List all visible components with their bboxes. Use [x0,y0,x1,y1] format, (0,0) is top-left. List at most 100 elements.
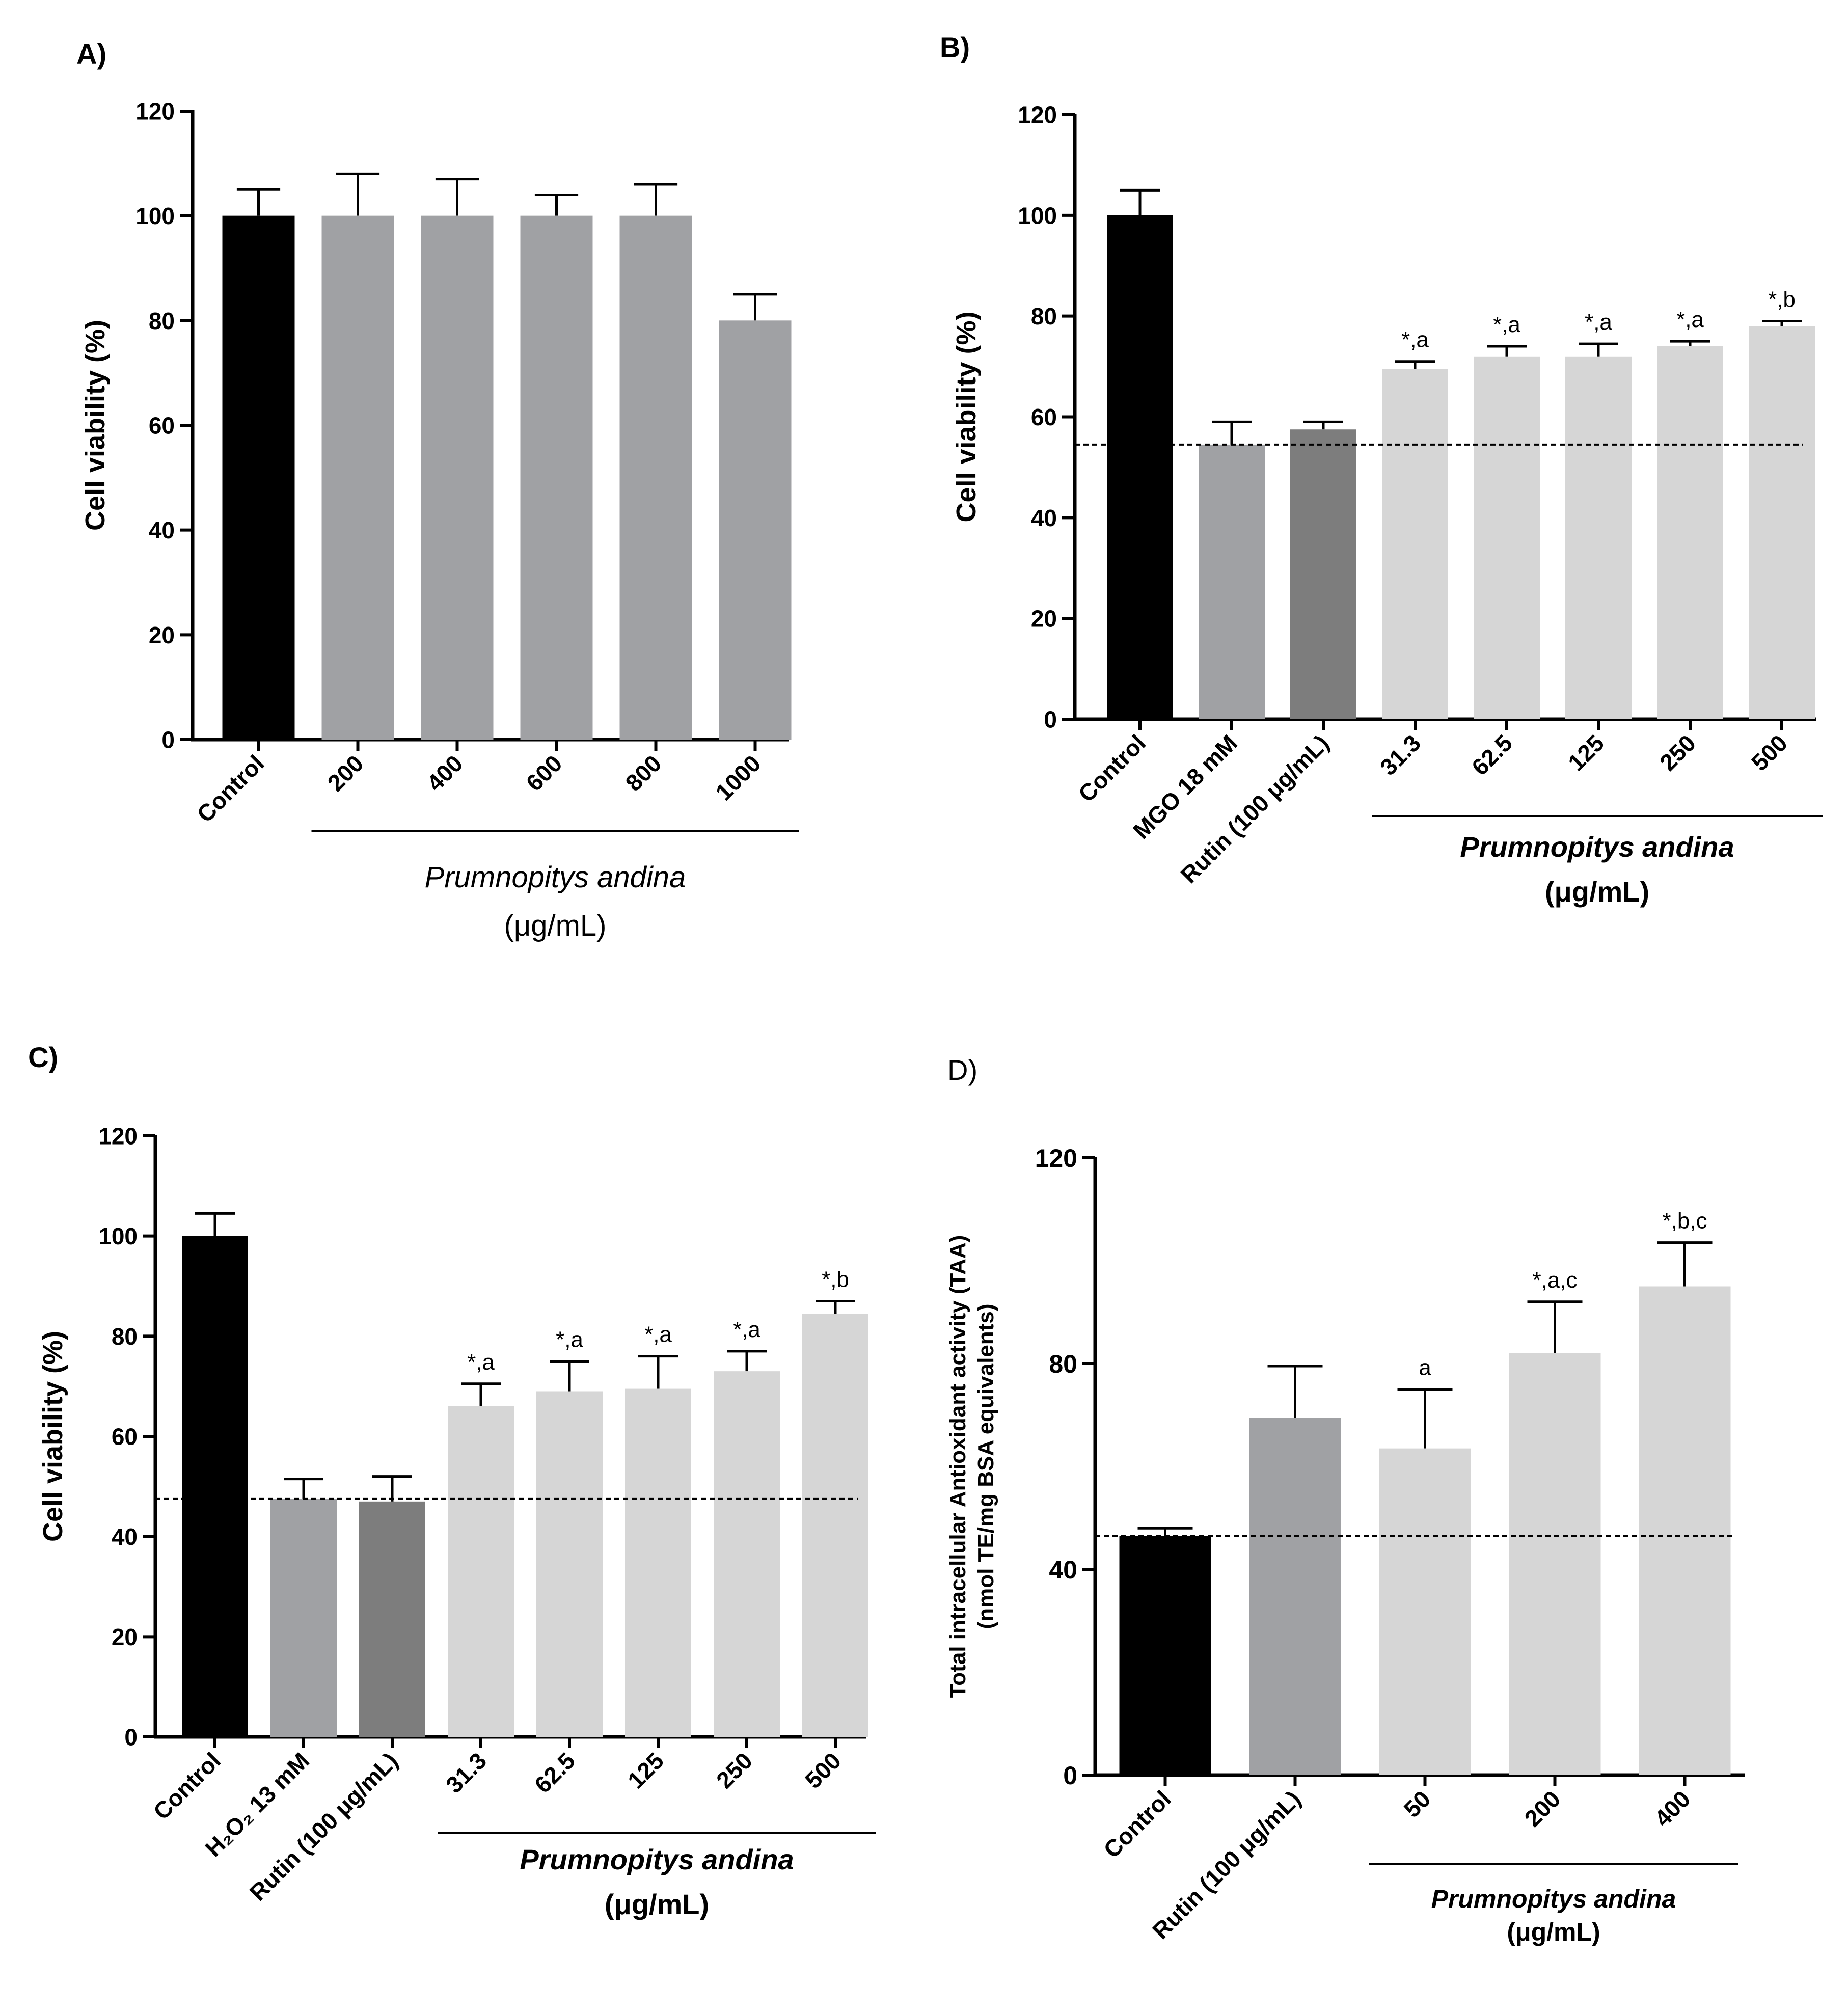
bar [1749,326,1815,719]
bar [619,215,692,740]
significance-label: *,a [644,1322,672,1347]
bar [1657,346,1723,719]
panel-label: D) [947,1054,977,1086]
bar [1382,369,1448,719]
bar [359,1501,425,1737]
panel-label: C) [28,1041,58,1073]
bar [1379,1448,1471,1775]
y-tick-label: 40 [1031,505,1057,531]
y-tick-label: 20 [1031,606,1057,632]
category-label: 250 [1654,729,1701,776]
y-tick-label: 120 [1035,1144,1077,1173]
y-tick-label: 20 [149,622,175,648]
y-tick-label: 40 [112,1523,138,1550]
panel-label: B) [940,31,970,63]
y-tick-label: 0 [124,1724,138,1751]
y-axis-label: Cell viability (%) [38,1331,68,1542]
significance-label: *,a [467,1350,495,1375]
category-label: 400 [422,750,468,796]
y-axis-label: Total intracellular Antioxidant activity… [945,1235,970,1698]
y-tick-label: 40 [149,517,175,543]
group-unit-label: (μg/mL) [605,1888,709,1920]
y-tick-label: 100 [1018,202,1057,229]
y-tick-label: 60 [112,1424,138,1450]
y-tick-label: 80 [112,1323,138,1350]
category-label: 250 [711,1747,757,1793]
bar [520,215,593,740]
bar [222,215,295,740]
y-tick-label: 0 [161,727,175,753]
significance-label: *,b [1768,287,1796,312]
bar [1290,429,1356,719]
category-label: 600 [521,750,567,796]
category-label: 31.3 [1375,729,1426,780]
bar [1639,1286,1731,1775]
category-label: Control [148,1747,226,1824]
bar [625,1388,691,1737]
y-tick-label: 60 [1031,404,1057,430]
bar [182,1236,248,1737]
significance-label: *,a [1676,307,1704,332]
y-tick-label: 60 [149,413,175,439]
bar [536,1391,603,1737]
bar [714,1371,780,1737]
bar [1249,1418,1341,1775]
group-label: Prumnopitys andina [520,1843,794,1875]
significance-label: *,a,c [1532,1268,1577,1293]
category-label: 125 [622,1747,669,1793]
bar [448,1406,514,1737]
y-tick-label: 120 [1018,102,1057,128]
category-label: Control [192,750,269,827]
category-label: 500 [1746,729,1792,776]
group-label: Prumnopitys andina [1431,1885,1676,1913]
y-axis-label: Cell viability (%) [951,311,982,522]
panel-c: C) 0 20 40 60 80 100 120 Cell viability (%) Contr… [28,1041,876,1920]
category-label: 200 [1519,1785,1566,1832]
group-unit-label: (μg/mL) [504,909,607,942]
y-tick-label: 80 [1049,1350,1077,1378]
category-label: 62.5 [529,1747,580,1798]
category-label: 200 [322,750,369,796]
y-axis-label: Cell viability (%) [80,320,111,531]
significance-label: *,b,c [1662,1209,1707,1234]
y-tick-label: 120 [135,98,175,125]
group-label: Prumnopitys andina [1460,831,1734,863]
y-tick-label: 100 [135,203,175,229]
bar [1119,1536,1211,1775]
bar [1565,356,1632,719]
category-label: 125 [1563,729,1609,776]
category-label: Control [1073,729,1151,807]
significance-label: *,a [556,1327,583,1352]
y-axis-label-units: (nmol TE/mg BSA equivalents) [973,1304,998,1629]
category-label: 400 [1649,1785,1696,1832]
bar [719,320,792,740]
y-tick-label: 80 [149,308,175,334]
y-tick-label: 0 [1044,706,1057,733]
panel-b: B) 0 20 40 60 80 100 120 Cell viability (%) Contr… [940,31,1823,908]
y-tick-label: 20 [112,1624,138,1650]
category-label: 31.3 [441,1747,492,1798]
bar [1509,1353,1601,1775]
bar [421,215,494,740]
category-label: 500 [800,1747,846,1793]
group-unit-label: (μg/mL) [1545,876,1649,908]
significance-label: *,a [1585,310,1612,335]
y-tick-label: 80 [1031,303,1057,330]
panel-label: A) [76,38,106,70]
significance-label: a [1419,1355,1431,1380]
category-label: Control [1098,1785,1176,1863]
bar [270,1499,337,1737]
bar [1107,215,1173,719]
y-tick-label: 0 [1063,1761,1077,1790]
y-tick-label: 40 [1049,1556,1077,1584]
group-label: Prumnopitys andina [425,861,686,894]
significance-label: *,a [733,1317,760,1342]
category-label: 62.5 [1466,729,1517,780]
bar [1199,444,1265,719]
category-label: Rutin (100 μg/mL) [244,1747,403,1905]
y-tick-label: 100 [98,1223,138,1249]
bar [321,215,394,740]
significance-label: *,a [1493,312,1520,337]
category-label: 1000 [710,750,766,805]
